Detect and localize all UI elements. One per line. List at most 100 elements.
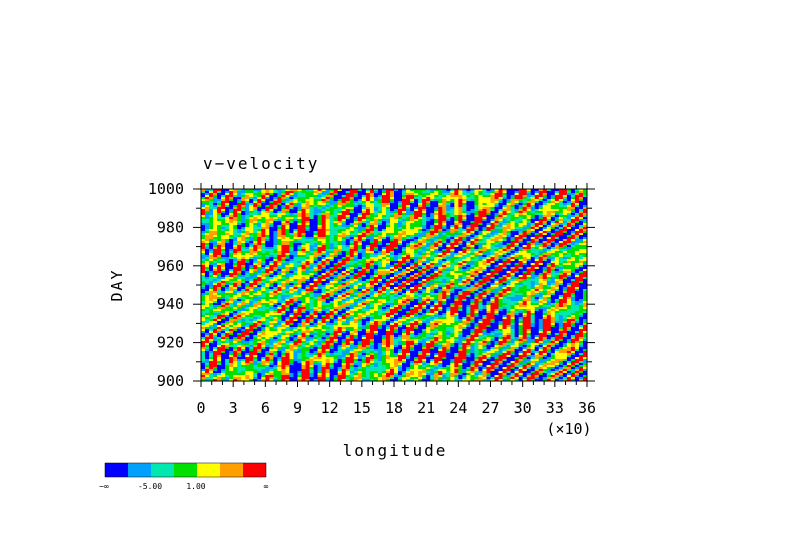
heatmap-cell — [293, 269, 298, 272]
heatmap-cell — [398, 201, 403, 204]
heatmap-cell — [329, 279, 334, 282]
heatmap-cell — [221, 261, 226, 264]
heatmap-cell — [578, 259, 584, 262]
heatmap-cell — [514, 271, 519, 274]
heatmap-cell — [337, 265, 343, 268]
heatmap-cell — [217, 285, 222, 288]
heatmap-cell — [281, 199, 286, 202]
heatmap-cell — [406, 291, 411, 294]
heatmap-cell — [333, 221, 339, 224]
heatmap-cell — [289, 287, 294, 290]
heatmap-cell — [385, 227, 391, 230]
heatmap-cell — [277, 231, 282, 234]
heatmap-cell — [233, 251, 238, 254]
heatmap-cell — [434, 219, 439, 222]
heatmap-cell — [494, 287, 499, 290]
heatmap-cell — [217, 195, 222, 198]
heatmap-cell — [458, 247, 463, 250]
heatmap-cell — [373, 223, 379, 226]
heatmap-cell — [377, 255, 383, 258]
heatmap-cell — [402, 287, 407, 290]
heatmap-cell — [402, 267, 407, 270]
heatmap-cell — [474, 261, 479, 264]
heatmap-cell — [490, 233, 495, 236]
heatmap-cell — [418, 217, 423, 220]
heatmap-cell — [546, 249, 552, 252]
heatmap-cell — [546, 241, 552, 244]
heatmap-cell — [510, 289, 515, 292]
heatmap-cell — [233, 271, 238, 274]
heatmap-cell — [357, 283, 363, 286]
heatmap-cell — [217, 203, 222, 206]
heatmap-cell — [333, 189, 339, 192]
heatmap-cell — [458, 197, 463, 200]
heatmap-cell — [213, 189, 218, 192]
heatmap-cell — [209, 189, 214, 192]
heatmap-cell — [377, 239, 383, 242]
heatmap-cell — [237, 203, 242, 206]
heatmap-cell — [542, 291, 548, 294]
heatmap-cell — [337, 255, 343, 258]
heatmap-cell — [261, 281, 266, 284]
heatmap-cell — [233, 203, 238, 206]
heatmap-cell — [430, 205, 435, 208]
heatmap-cell — [353, 197, 359, 200]
heatmap-cell — [418, 201, 423, 204]
heatmap-cell — [534, 215, 540, 218]
heatmap-cell — [217, 197, 222, 200]
heatmap-cell — [506, 289, 511, 292]
heatmap-cell — [454, 223, 459, 226]
heatmap-cell — [325, 229, 330, 232]
heatmap-cell — [301, 273, 306, 276]
heatmap-cell — [265, 189, 270, 192]
heatmap-cell — [249, 235, 254, 238]
heatmap-cell — [245, 281, 250, 284]
heatmap-cell — [494, 225, 499, 228]
heatmap-cell — [566, 279, 572, 282]
heatmap-cell — [458, 193, 463, 196]
heatmap-cell — [538, 195, 544, 198]
heatmap-cell — [402, 243, 407, 246]
heatmap-cell — [253, 243, 258, 246]
heatmap-cell — [353, 189, 359, 192]
heatmap-cell — [273, 189, 278, 192]
heatmap-cell — [365, 217, 371, 220]
heatmap-cell — [522, 271, 527, 274]
heatmap-cell — [562, 257, 568, 260]
heatmap-cell — [518, 237, 523, 240]
heatmap-cell — [381, 225, 387, 228]
heatmap-cell — [514, 229, 519, 232]
heatmap-cell — [558, 279, 564, 282]
heatmap-cell — [514, 193, 519, 196]
heatmap-cell — [229, 253, 234, 256]
heatmap-cell — [341, 245, 347, 248]
heatmap-cell — [205, 231, 210, 234]
heatmap-cell — [454, 203, 459, 206]
heatmap-cell — [486, 253, 491, 256]
heatmap-cell — [257, 227, 262, 230]
heatmap-cell — [317, 247, 322, 250]
heatmap-cell — [570, 203, 576, 206]
heatmap-cell — [285, 221, 290, 224]
heatmap-cell — [341, 287, 347, 290]
heatmap-cell — [414, 231, 419, 234]
heatmap-cell — [566, 237, 572, 240]
heatmap-cell — [317, 259, 322, 262]
heatmap-cell — [550, 203, 556, 206]
heatmap-cell — [313, 241, 318, 244]
heatmap-cell — [462, 267, 467, 270]
heatmap-cell — [305, 273, 310, 276]
heatmap-cell — [229, 201, 234, 204]
heatmap-cell — [566, 193, 572, 196]
heatmap-cell — [478, 279, 483, 282]
heatmap-cell — [470, 205, 475, 208]
heatmap-cell — [369, 259, 375, 262]
heatmap-cell — [325, 287, 330, 290]
heatmap-cell — [554, 243, 560, 246]
heatmap-cell — [474, 263, 479, 266]
heatmap-cell — [361, 277, 367, 280]
heatmap-cell — [225, 225, 230, 228]
heatmap-cell — [305, 283, 310, 286]
heatmap-cell — [205, 279, 210, 282]
heatmap-cell — [546, 279, 552, 282]
